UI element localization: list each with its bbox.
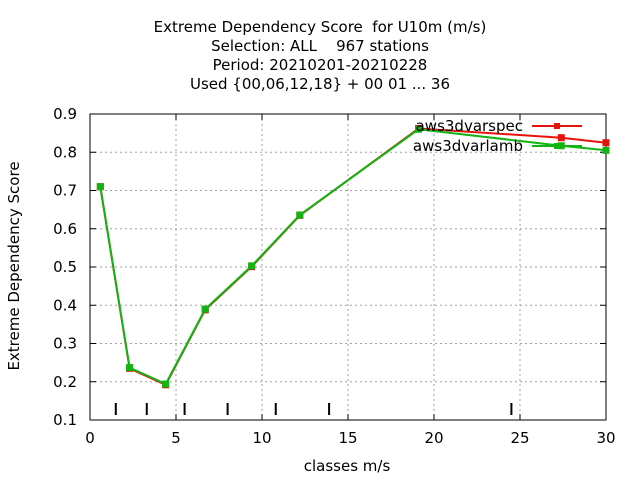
x-tick-label: 25 <box>510 429 529 447</box>
y-tick-label: 0.6 <box>53 220 77 238</box>
y-tick-label: 0.1 <box>53 411 77 429</box>
y-tick-label: 0.2 <box>53 373 77 391</box>
data-point-aws3dvarlamb <box>96 183 104 191</box>
chart-title-line-3: Period: 20210201-20210228 <box>212 56 428 74</box>
data-point-aws3dvarlamb <box>415 125 423 133</box>
y-tick-label: 0.4 <box>53 296 77 314</box>
x-tick-label: 5 <box>171 429 181 447</box>
chart-title-line-1: Extreme Dependency Score for U10m (m/s) <box>153 18 487 36</box>
data-point-aws3dvarspec <box>602 139 610 147</box>
chart-title-line-2: Selection: ALL 967 stations <box>211 37 429 55</box>
legend-marker-aws3dvarlamb <box>554 143 560 149</box>
x-tick-label: 15 <box>338 429 357 447</box>
x-tick-label: 0 <box>85 429 95 447</box>
data-point-aws3dvarlamb <box>602 146 610 154</box>
y-tick-label: 0.8 <box>53 143 77 161</box>
data-point-aws3dvarlamb <box>162 380 170 388</box>
data-point-aws3dvarspec <box>557 134 565 142</box>
data-point-aws3dvarlamb <box>248 262 256 270</box>
data-point-aws3dvarlamb <box>296 211 304 219</box>
y-tick-label: 0.3 <box>53 335 77 353</box>
legend-marker-aws3dvarspec <box>554 123 560 129</box>
data-point-aws3dvarlamb <box>126 364 134 372</box>
y-axis-label: Extreme Dependency Score <box>5 161 23 371</box>
legend-label-aws3dvarspec: aws3dvarspec <box>416 117 523 135</box>
x-tick-label: 30 <box>596 429 615 447</box>
chart-title-line-4: Used {00,06,12,18} + 00 01 ... 36 <box>189 75 451 93</box>
data-point-aws3dvarlamb <box>201 305 209 313</box>
x-axis-label: classes m/s <box>303 457 391 475</box>
x-tick-label: 10 <box>252 429 271 447</box>
y-tick-label: 0.7 <box>53 182 77 200</box>
y-tick-label: 0.5 <box>53 258 77 276</box>
series-line-aws3dvarspec <box>99 127 607 387</box>
y-tick-label: 0.9 <box>53 105 77 123</box>
legend-label-aws3dvarlamb: aws3dvarlamb <box>413 137 523 155</box>
x-tick-label: 20 <box>424 429 443 447</box>
